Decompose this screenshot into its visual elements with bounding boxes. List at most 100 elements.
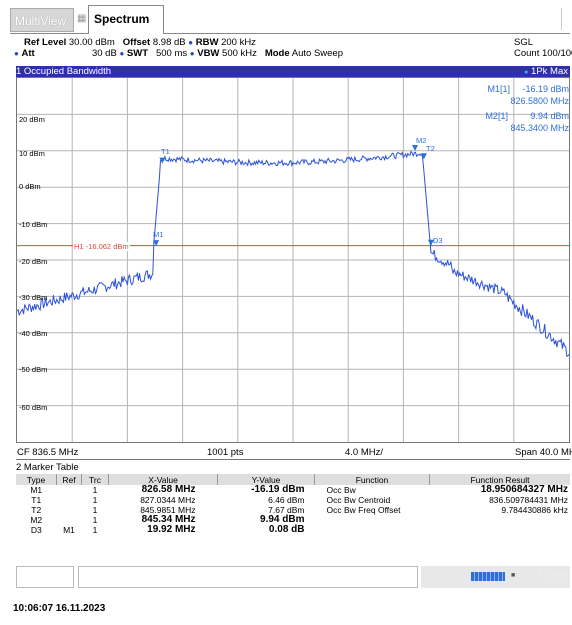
ref-level-label: Ref Level bbox=[24, 37, 67, 48]
marker-function-result bbox=[430, 525, 571, 535]
marker-function-result: 9.784430886 kHz bbox=[501, 505, 568, 515]
marker-trace: 1 bbox=[92, 485, 98, 495]
diagram-title-bar: 1 Occupied Bandwidth ● 1Pk Max bbox=[16, 66, 570, 77]
marker-m2-icon[interactable] bbox=[411, 145, 418, 152]
marker-table-row[interactable]: M1 1 826.58 MHz -16.19 dBm Occ Bw 18.95068432… bbox=[16, 484, 570, 496]
marker-t1-label: T1 bbox=[161, 147, 170, 156]
status-date-small: 16.11.2023 bbox=[533, 572, 568, 579]
marker-function: Occ Bw Centroid bbox=[326, 495, 391, 505]
sweep-count: Count 100/100 bbox=[514, 48, 572, 59]
marker-info-m2: M2[1] 9.94 dBm 845.3400 MHz bbox=[485, 110, 569, 134]
marker-d3-icon[interactable] bbox=[428, 239, 434, 246]
mode-label: Mode bbox=[264, 48, 290, 59]
marker-table-row[interactable]: T2 1 845.9851 MHz 7.67 dBm Occ Bw Freq Offse… bbox=[16, 505, 570, 515]
status-message-box[interactable] bbox=[78, 566, 418, 588]
marker-x-value: 845.34 MHz bbox=[141, 514, 196, 525]
sweep-indicator-icon: ■ bbox=[511, 572, 516, 579]
y-tick-minus60: -60 dBm bbox=[19, 403, 48, 412]
tab-scroll-button[interactable] bbox=[561, 8, 570, 30]
m2-info-freq: 845.3400 MHz bbox=[510, 123, 569, 133]
marker-ref bbox=[57, 515, 82, 525]
tab-bar: MultiView ▦ Spectrum bbox=[10, 5, 570, 34]
swt-value[interactable]: 500 ms bbox=[155, 48, 188, 59]
marker-table-title: 2 Marker Table bbox=[16, 462, 79, 473]
trace-dot-icon: ● bbox=[524, 69, 529, 76]
trace-indicator: ● 1Pk Max bbox=[524, 66, 568, 78]
marker-trace: 1 bbox=[92, 515, 98, 525]
y-tick-minus10: -10 dBm bbox=[19, 220, 48, 229]
sgl-label: SGL bbox=[514, 37, 534, 48]
y-tick-minus40: -40 dBm bbox=[19, 329, 48, 338]
marker-t1-icon[interactable] bbox=[159, 157, 166, 164]
marker-trace: 1 bbox=[92, 495, 98, 505]
y-tick-minus30: -30 dBm bbox=[19, 293, 48, 302]
marker-table-row[interactable]: M2 1 845.34 MHz 9.94 dBm bbox=[16, 514, 571, 526]
att-value[interactable]: 30 dB bbox=[91, 48, 117, 59]
marker-function-result: 836.509784431 MHz bbox=[489, 495, 568, 505]
m2-info-label: M2[1] bbox=[485, 111, 508, 121]
mode-value[interactable]: Auto Sweep bbox=[291, 48, 343, 59]
y-tick-minus50: -50 dBm bbox=[19, 365, 48, 374]
marker-m2-label: M2 bbox=[416, 136, 427, 145]
marker-trace: 1 bbox=[92, 505, 98, 515]
status-left-box[interactable] bbox=[16, 566, 74, 588]
marker-table-row[interactable]: D3 M1 1 19.92 MHz 0.08 dB bbox=[16, 525, 571, 536]
spectrum-plot bbox=[17, 78, 569, 442]
h1-label: H1 -16.062 dBm bbox=[73, 242, 130, 251]
swt-label: SWT bbox=[126, 48, 149, 59]
marker-d3-label: D3 bbox=[433, 236, 443, 245]
m1-info-label: M1[1] bbox=[487, 84, 510, 94]
col-y-value: Y-Value bbox=[217, 474, 315, 485]
marker-type: M1 bbox=[30, 485, 43, 495]
marker-ref bbox=[57, 495, 82, 505]
vbw-label: VBW bbox=[197, 48, 220, 59]
span-value[interactable]: Span 40.0 MHz bbox=[515, 447, 572, 458]
marker-type: M2 bbox=[30, 515, 43, 525]
marker-t2-label: T2 bbox=[426, 144, 435, 153]
bullet-icon: ● bbox=[14, 49, 19, 58]
marker-function bbox=[315, 515, 430, 525]
m1-info-value: -16.19 dBm bbox=[522, 84, 569, 94]
vbw-value[interactable]: 500 kHz bbox=[222, 48, 257, 59]
bullet-icon: ● bbox=[188, 38, 194, 47]
marker-type: T2 bbox=[31, 505, 42, 515]
marker-function-result bbox=[430, 515, 571, 525]
ref-level-value[interactable]: 30.00 dBm bbox=[68, 37, 115, 48]
marker-table-row[interactable]: T1 1 827.0344 MHz 6.46 dBm Occ Bw Centroid 83… bbox=[16, 495, 570, 505]
bullet-icon: ● bbox=[119, 49, 125, 58]
marker-m1-label: M1 bbox=[153, 230, 164, 239]
status-progress-area: ■ 16.11.2023 bbox=[421, 566, 570, 588]
marker-x-value: 827.0344 MHz bbox=[140, 495, 196, 505]
marker-function: Occ Bw bbox=[326, 485, 356, 495]
marker-ref bbox=[57, 485, 82, 495]
marker-type: T1 bbox=[31, 495, 42, 505]
m2-info-value: 9.94 dBm bbox=[530, 111, 569, 121]
offset-value[interactable]: 8.98 dB bbox=[152, 37, 186, 48]
tab-spectrum[interactable]: Spectrum bbox=[88, 5, 164, 34]
rbw-value[interactable]: 200 kHz bbox=[221, 37, 256, 48]
marker-x-value: 845.9851 MHz bbox=[140, 505, 196, 515]
marker-y-value: 9.94 dBm bbox=[260, 514, 305, 525]
spectrum-diagram[interactable]: 20 dBm 10 dBm 0 dBm -10 dBm -20 dBm -30 … bbox=[16, 77, 570, 443]
marker-ref bbox=[57, 505, 82, 515]
center-frequency[interactable]: CF 836.5 MHz bbox=[17, 447, 79, 458]
col-function: Function bbox=[314, 474, 430, 485]
marker-m1-icon[interactable] bbox=[153, 240, 160, 247]
marker-function-result: 18.950684327 MHz bbox=[480, 484, 568, 495]
rbw-label: RBW bbox=[195, 37, 219, 48]
col-function-result: Function Result bbox=[429, 474, 570, 485]
marker-table-header: Type Ref Trc X-Value Y-Value Function Fu… bbox=[16, 474, 570, 485]
bullet-icon: ● bbox=[189, 49, 195, 58]
multiview-grid-icon[interactable]: ▦ bbox=[77, 13, 87, 24]
frequency-per-div: 4.0 MHz/ bbox=[345, 447, 384, 458]
marker-info-m1: M1[1] -16.19 dBm 826.5800 MHz bbox=[487, 83, 569, 107]
offset-label: Offset bbox=[122, 37, 151, 48]
spectrum-trace bbox=[17, 149, 569, 358]
att-label: Att bbox=[21, 48, 35, 59]
tab-multiview[interactable]: MultiView bbox=[10, 8, 74, 32]
col-trc: Trc bbox=[81, 474, 109, 485]
col-type: Type bbox=[16, 474, 57, 485]
sweep-points: 1001 pts bbox=[207, 447, 244, 458]
marker-t2-icon[interactable] bbox=[420, 153, 427, 160]
marker-x-value: 826.58 MHz bbox=[141, 484, 196, 495]
